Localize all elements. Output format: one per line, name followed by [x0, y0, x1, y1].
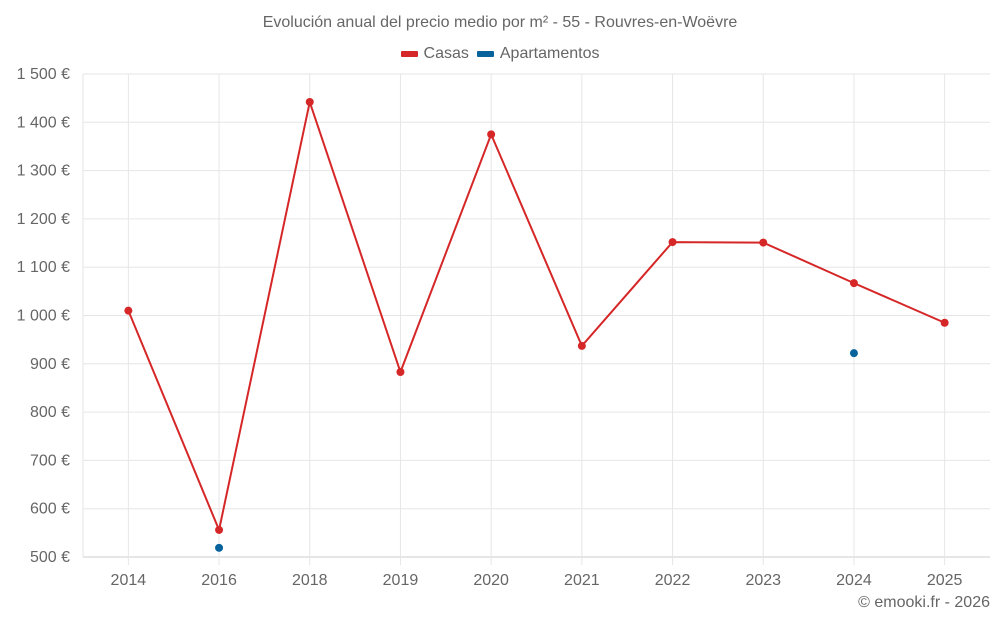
- y-tick-label: 1 200 €: [17, 211, 70, 228]
- y-tick-label: 1 400 €: [17, 114, 70, 131]
- series-line-casas: [127, 98, 946, 534]
- y-tick-label: 1 100 €: [17, 259, 70, 276]
- x-tick-label: 2019: [383, 572, 419, 589]
- x-tick-label: 2025: [927, 572, 963, 589]
- y-tick-label: 800 €: [30, 404, 70, 421]
- x-tick-label: 2014: [111, 572, 147, 589]
- y-tick-label: 1 300 €: [17, 163, 70, 180]
- data-point[interactable]: [849, 349, 858, 358]
- data-point[interactable]: [396, 368, 405, 377]
- y-tick-label: 1 000 €: [17, 308, 70, 325]
- data-point[interactable]: [215, 525, 224, 534]
- legend: Casas Apartamentos: [0, 45, 1000, 63]
- data-point[interactable]: [940, 318, 949, 327]
- credit: © emooki.fr - 2026: [858, 594, 990, 611]
- data-point[interactable]: [759, 238, 768, 247]
- legend-item-casas[interactable]: Casas: [400, 45, 469, 63]
- data-point[interactable]: [487, 130, 496, 139]
- x-tick-label: 2020: [473, 572, 509, 589]
- x-tick-label: 2016: [201, 572, 237, 589]
- x-tick-label: 2023: [745, 572, 781, 589]
- apartamentos-swatch-icon: [476, 51, 494, 57]
- x-tick-label: 2022: [655, 572, 691, 589]
- y-tick-label: 700 €: [30, 452, 70, 469]
- x-tick-label: 2018: [292, 572, 328, 589]
- data-point[interactable]: [305, 98, 314, 107]
- data-point[interactable]: [577, 341, 586, 350]
- data-point[interactable]: [849, 279, 858, 288]
- x-tick-label: 2021: [564, 572, 600, 589]
- chart-title: Evolución anual del precio medio por m² …: [262, 14, 738, 31]
- x-tick-label: 2024: [836, 572, 872, 589]
- legend-label: Apartamentos: [499, 45, 600, 62]
- data-point[interactable]: [124, 306, 133, 315]
- data-point[interactable]: [215, 543, 224, 552]
- legend-label: Casas: [423, 45, 469, 62]
- legend-item-apartamentos[interactable]: Apartamentos: [476, 45, 600, 63]
- y-tick-label: 600 €: [30, 501, 70, 518]
- y-tick-label: 500 €: [30, 549, 70, 566]
- y-tick-label: 900 €: [30, 356, 70, 373]
- casas-swatch-icon: [400, 51, 418, 57]
- y-tick-label: 1 500 €: [17, 66, 70, 83]
- data-point[interactable]: [668, 238, 677, 247]
